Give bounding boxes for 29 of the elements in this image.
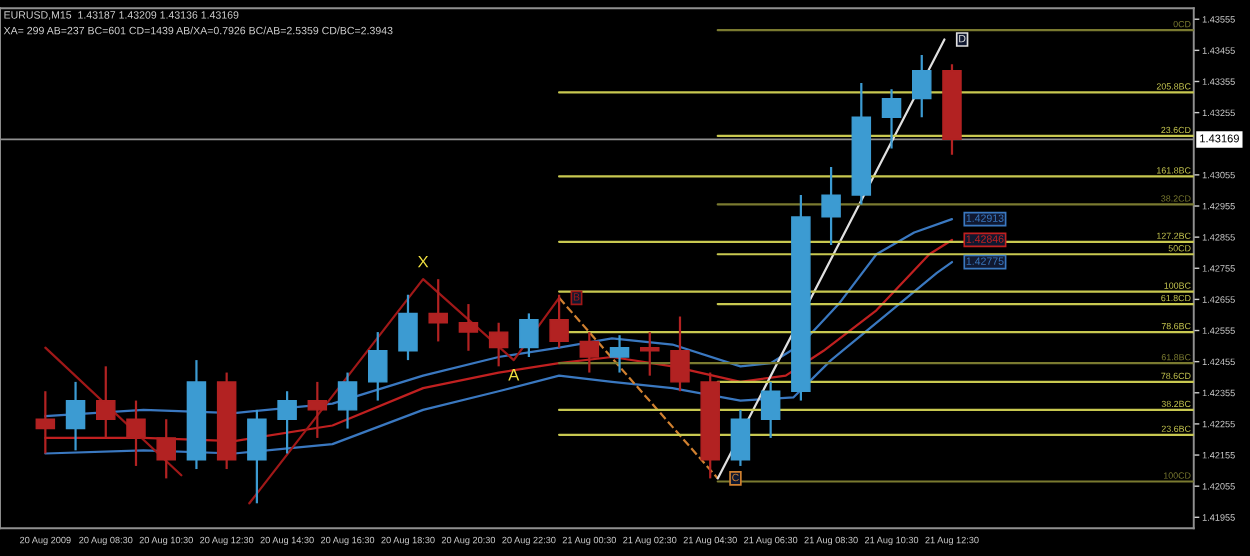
candlestick	[881, 88, 902, 150]
candlestick	[126, 399, 146, 468]
candlestick	[549, 293, 569, 349]
candlestick	[35, 390, 56, 455]
candlestick	[670, 315, 690, 393]
candlestick	[368, 330, 388, 402]
candlestick	[65, 380, 86, 452]
candlestick	[337, 371, 358, 430]
line-series	[44, 260, 954, 455]
candlestick	[428, 278, 448, 343]
annotation: A	[508, 369, 520, 381]
candlestick	[488, 321, 509, 368]
candlestick	[96, 365, 116, 440]
candlestick	[307, 380, 328, 440]
candlestick	[911, 53, 932, 119]
candlestick	[760, 380, 781, 440]
candlestick	[277, 390, 297, 455]
candlestick	[730, 408, 751, 468]
candlestick	[247, 408, 267, 505]
candlestick	[579, 330, 600, 374]
candlestick	[156, 418, 176, 480]
annotation: X	[417, 255, 429, 268]
candlestick	[821, 165, 841, 247]
line-series	[44, 238, 954, 443]
candlestick	[519, 312, 539, 359]
candlestick	[458, 302, 479, 352]
candlestick	[398, 293, 418, 362]
candlestick	[640, 330, 660, 377]
candlestick	[609, 334, 630, 374]
